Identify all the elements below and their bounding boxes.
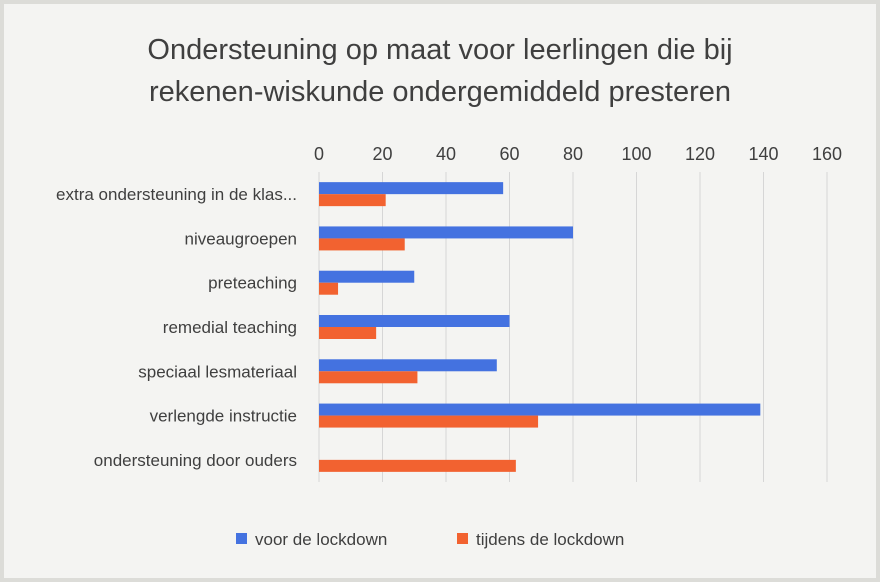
bar-voor-2 (319, 270, 415, 283)
chart-title: Ondersteuning op maat voor leerlingen di… (147, 34, 732, 108)
legend-swatch (457, 533, 468, 544)
x-tick-label: 60 (499, 144, 519, 164)
legend-label: voor de lockdown (255, 530, 387, 549)
x-axis-ticks: 0 20 40 60 80 100 120 140 160 (314, 144, 842, 164)
x-tick-label: 140 (748, 144, 778, 164)
legend-swatch (236, 533, 247, 544)
grid-lines (318, 172, 828, 482)
category-label: speciaal lesmateriaal (138, 362, 297, 381)
x-tick-label: 40 (436, 144, 456, 164)
bar-tijdens-1 (319, 238, 405, 251)
legend-label: tijdens de lockdown (476, 530, 624, 549)
bar-voor-0 (319, 182, 504, 195)
x-tick-label: 20 (372, 144, 392, 164)
bar-tijdens-4 (319, 371, 418, 384)
x-tick-label: 120 (685, 144, 715, 164)
x-tick-label: 160 (812, 144, 842, 164)
legend: voor de lockdown tijdens de lockdown (236, 530, 624, 549)
category-label: extra ondersteuning in de klas... (56, 185, 297, 204)
category-label: ondersteuning door ouders (94, 451, 297, 470)
category-labels: extra ondersteuning in de klas... niveaug… (56, 185, 297, 470)
category-label: niveaugroepen (185, 229, 297, 248)
chart-title-line-1: Ondersteuning op maat voor leerlingen di… (147, 34, 732, 66)
category-label: verlengde instructie (150, 407, 297, 426)
bar-voor-1 (319, 226, 573, 239)
bar-tijdens-6 (319, 459, 516, 472)
x-tick-label: 80 (563, 144, 583, 164)
bar-voor-4 (319, 359, 497, 372)
category-label: preteaching (208, 274, 297, 293)
bars (319, 182, 761, 472)
category-label: remedial teaching (163, 318, 297, 337)
x-tick-label: 100 (621, 144, 651, 164)
bar-voor-5 (319, 403, 761, 416)
bar-voor-3 (319, 315, 510, 327)
bar-tijdens-0 (319, 194, 386, 207)
bar-tijdens-2 (319, 282, 339, 295)
bar-tijdens-5 (319, 415, 539, 428)
chart-title-line-2: rekenen-wiskunde ondergemiddeld prestere… (149, 76, 731, 108)
bar-tijdens-3 (319, 327, 377, 339)
x-tick-label: 0 (314, 144, 324, 164)
